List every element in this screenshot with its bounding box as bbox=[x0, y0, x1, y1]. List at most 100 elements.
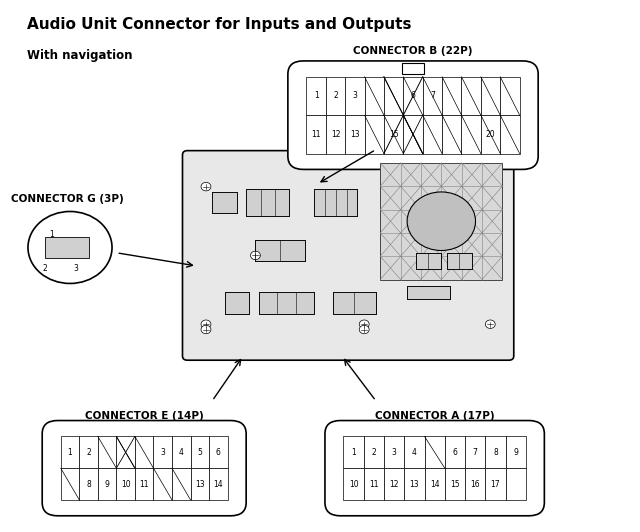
Text: 1: 1 bbox=[314, 92, 319, 101]
Bar bbox=[500, 77, 520, 115]
Text: CONNECTOR E (14P): CONNECTOR E (14P) bbox=[84, 411, 204, 420]
Bar bbox=[445, 468, 465, 500]
Bar bbox=[403, 77, 422, 115]
Circle shape bbox=[359, 320, 369, 328]
Bar bbox=[61, 468, 79, 500]
Text: 14: 14 bbox=[214, 479, 223, 488]
Text: 8: 8 bbox=[86, 479, 91, 488]
Text: 20: 20 bbox=[486, 130, 495, 139]
Text: CONNECTOR G (3P): CONNECTOR G (3P) bbox=[10, 194, 124, 204]
Text: 15: 15 bbox=[450, 479, 460, 488]
Text: 13: 13 bbox=[410, 479, 419, 488]
Text: 2: 2 bbox=[371, 448, 376, 457]
Bar bbox=[447, 253, 472, 269]
Text: 9: 9 bbox=[513, 448, 518, 457]
FancyBboxPatch shape bbox=[182, 151, 514, 360]
Text: 17: 17 bbox=[491, 479, 500, 488]
Text: 1: 1 bbox=[49, 230, 54, 239]
Bar bbox=[461, 115, 481, 154]
Bar bbox=[79, 436, 98, 468]
Circle shape bbox=[201, 182, 211, 191]
Circle shape bbox=[28, 212, 112, 284]
Bar bbox=[191, 468, 209, 500]
Bar bbox=[403, 115, 422, 154]
Text: 12: 12 bbox=[331, 130, 340, 139]
Text: 5: 5 bbox=[197, 448, 202, 457]
Circle shape bbox=[359, 325, 369, 334]
Bar bbox=[416, 253, 441, 269]
Bar bbox=[172, 436, 191, 468]
Bar bbox=[79, 468, 98, 500]
Bar bbox=[116, 436, 135, 468]
Bar bbox=[384, 468, 404, 500]
Text: 3: 3 bbox=[392, 448, 397, 457]
Bar bbox=[314, 189, 357, 215]
Bar bbox=[485, 436, 506, 468]
Text: 3: 3 bbox=[160, 448, 165, 457]
Bar bbox=[442, 77, 461, 115]
Text: 6: 6 bbox=[452, 448, 458, 457]
Bar bbox=[506, 468, 526, 500]
Text: 13: 13 bbox=[350, 130, 360, 139]
FancyBboxPatch shape bbox=[325, 420, 545, 516]
Text: 11: 11 bbox=[369, 479, 379, 488]
Bar bbox=[465, 436, 485, 468]
Bar bbox=[364, 468, 384, 500]
Circle shape bbox=[485, 320, 495, 328]
Bar bbox=[333, 293, 376, 314]
FancyBboxPatch shape bbox=[42, 420, 246, 516]
Bar bbox=[384, 436, 404, 468]
Bar bbox=[307, 115, 326, 154]
Text: 1: 1 bbox=[351, 448, 356, 457]
Bar bbox=[209, 436, 228, 468]
Text: 7: 7 bbox=[430, 92, 435, 101]
Bar bbox=[506, 436, 526, 468]
Bar bbox=[98, 436, 116, 468]
Bar bbox=[442, 115, 461, 154]
Bar bbox=[404, 468, 424, 500]
Text: 6: 6 bbox=[411, 92, 415, 101]
Bar bbox=[384, 115, 403, 154]
Bar bbox=[424, 468, 445, 500]
Bar bbox=[255, 239, 305, 261]
Bar bbox=[404, 436, 424, 468]
Bar bbox=[344, 468, 364, 500]
Bar bbox=[135, 436, 154, 468]
Text: Audio Unit Connector for Inputs and Outputs: Audio Unit Connector for Inputs and Outp… bbox=[27, 17, 412, 32]
Text: 4: 4 bbox=[412, 448, 417, 457]
Bar bbox=[365, 115, 384, 154]
Text: 15: 15 bbox=[389, 130, 399, 139]
Text: 12: 12 bbox=[389, 479, 399, 488]
FancyBboxPatch shape bbox=[288, 61, 538, 169]
Circle shape bbox=[201, 325, 211, 334]
Bar bbox=[209, 468, 228, 500]
Bar bbox=[402, 63, 424, 74]
Bar bbox=[154, 468, 172, 500]
Bar bbox=[481, 115, 500, 154]
Bar bbox=[365, 77, 384, 115]
Text: CONNECTOR B (22P): CONNECTOR B (22P) bbox=[353, 46, 473, 56]
Text: 9: 9 bbox=[105, 479, 109, 488]
Text: 1: 1 bbox=[68, 448, 72, 457]
Bar bbox=[116, 468, 135, 500]
Bar bbox=[481, 77, 500, 115]
Bar bbox=[246, 189, 289, 215]
Text: 8: 8 bbox=[493, 448, 498, 457]
Text: CONNECTOR A (17P): CONNECTOR A (17P) bbox=[375, 411, 495, 420]
Bar bbox=[172, 468, 191, 500]
Text: 6: 6 bbox=[216, 448, 221, 457]
Bar bbox=[307, 77, 326, 115]
Bar bbox=[461, 77, 481, 115]
Bar bbox=[344, 436, 364, 468]
Bar bbox=[465, 468, 485, 500]
Circle shape bbox=[407, 192, 476, 251]
Bar bbox=[326, 77, 345, 115]
Bar bbox=[485, 468, 506, 500]
Text: 16: 16 bbox=[470, 479, 480, 488]
Bar bbox=[98, 468, 116, 500]
Bar bbox=[407, 286, 450, 299]
Text: With navigation: With navigation bbox=[27, 49, 132, 62]
Bar bbox=[364, 436, 384, 468]
Circle shape bbox=[201, 320, 211, 328]
Bar bbox=[212, 192, 237, 213]
